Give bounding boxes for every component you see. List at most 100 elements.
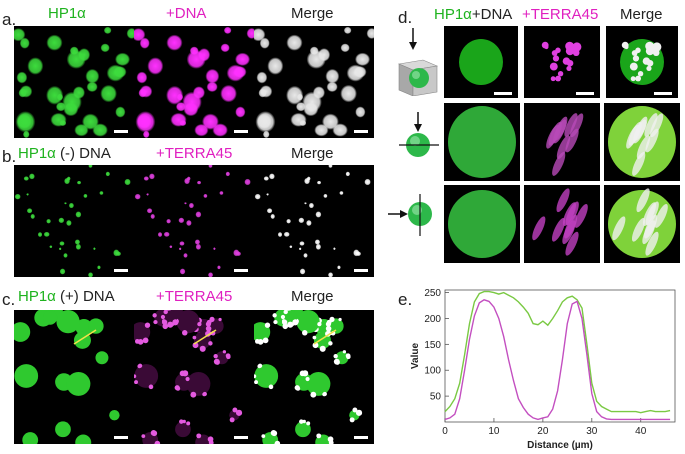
punctum <box>302 330 308 336</box>
series-line-0 <box>444 290 671 414</box>
panel-c-label-terra: +TERRA45 <box>156 288 233 305</box>
punctum <box>162 323 169 330</box>
punctum <box>630 76 636 82</box>
droplet <box>178 217 185 224</box>
punctum <box>274 440 281 444</box>
droplet <box>146 208 153 214</box>
condensate <box>88 318 104 334</box>
droplet <box>62 91 82 113</box>
droplet <box>343 26 352 34</box>
punctum <box>645 128 659 153</box>
droplet <box>59 120 67 127</box>
droplet <box>328 165 333 168</box>
punctum <box>182 330 188 336</box>
droplet <box>208 165 213 168</box>
droplet <box>256 113 272 130</box>
scale-bar <box>114 130 128 133</box>
droplet <box>266 208 273 214</box>
punctum <box>349 417 355 423</box>
panel-d-label-hp1: HP1α <box>434 6 472 23</box>
droplet <box>169 245 173 249</box>
punctum <box>140 340 144 344</box>
condensate <box>448 106 516 178</box>
droplet <box>246 27 254 39</box>
panel-b-label-dna: (-) DNA <box>55 145 111 162</box>
droplet <box>223 26 232 34</box>
profile-line <box>313 329 337 345</box>
droplet <box>147 57 164 75</box>
cube-view-icon <box>397 28 439 96</box>
punctum <box>552 152 566 176</box>
droplet <box>26 208 33 214</box>
droplet <box>69 46 79 56</box>
punctum <box>208 341 213 346</box>
punctum <box>551 50 558 56</box>
droplet <box>206 81 218 93</box>
punctum <box>637 71 644 77</box>
punctum <box>197 322 202 327</box>
droplet <box>136 71 148 84</box>
condensate <box>75 318 93 336</box>
punctum <box>144 322 151 328</box>
condensate <box>55 421 71 438</box>
punctum <box>346 354 351 360</box>
droplet <box>77 48 91 62</box>
droplet <box>323 193 328 199</box>
droplet <box>325 68 340 84</box>
punctum <box>281 319 288 325</box>
punctum <box>137 364 142 369</box>
panel-b-hp1-image <box>14 165 134 277</box>
droplet <box>299 120 307 127</box>
droplet <box>286 218 291 224</box>
panel-d-letter: d. <box>398 8 413 27</box>
punctum <box>179 419 184 424</box>
droplet <box>309 46 319 56</box>
condensate <box>134 364 159 388</box>
droplet <box>296 93 304 101</box>
punctum <box>179 370 186 377</box>
condensate <box>328 318 344 334</box>
droplet <box>183 253 188 258</box>
droplet <box>283 231 290 237</box>
punctum <box>565 128 579 153</box>
droplet <box>263 176 269 181</box>
x-tick-label: 20 <box>537 426 549 437</box>
droplet <box>203 193 208 199</box>
panel-b-label-hp1: HP1α <box>18 145 56 162</box>
droplet <box>179 120 187 127</box>
droplet <box>354 52 371 66</box>
droplet <box>115 106 126 118</box>
punctum <box>282 323 289 330</box>
droplet <box>303 253 308 258</box>
droplet <box>182 91 202 113</box>
droplet <box>139 37 150 49</box>
droplet <box>43 231 50 237</box>
punctum <box>632 152 646 176</box>
condensate <box>448 190 516 258</box>
x-tick-label: 40 <box>635 426 647 437</box>
punctum <box>134 380 138 385</box>
droplet <box>340 84 357 103</box>
punctum <box>235 409 243 416</box>
condensate <box>109 409 120 421</box>
condensate <box>42 310 58 325</box>
punctum <box>305 376 310 382</box>
droplet <box>16 71 28 84</box>
droplet <box>175 102 186 112</box>
droplet <box>134 28 146 42</box>
punctum <box>213 354 218 359</box>
punctum <box>299 419 304 424</box>
x-tick-label: 0 <box>442 426 448 437</box>
condensate <box>254 364 279 388</box>
droplet <box>355 106 366 118</box>
punctum <box>574 204 588 228</box>
droplet <box>46 34 63 51</box>
punctum <box>134 374 137 379</box>
panel-c-merge-image <box>254 310 374 444</box>
droplet <box>97 265 101 270</box>
scale-bar <box>494 92 512 95</box>
droplet <box>259 37 270 49</box>
droplet <box>14 28 26 42</box>
droplet <box>28 173 35 180</box>
droplet <box>148 173 155 180</box>
